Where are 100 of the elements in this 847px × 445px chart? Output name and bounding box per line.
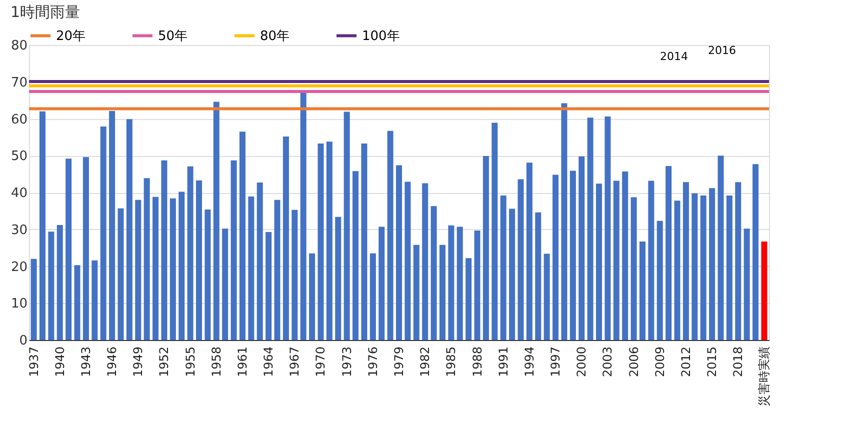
bar — [656, 220, 663, 340]
bar — [613, 180, 620, 340]
x-tick-label: 2003 — [600, 346, 615, 378]
bar — [48, 232, 54, 340]
x-tick-label: 2006 — [626, 346, 641, 378]
bar — [352, 171, 359, 340]
x-tick-label: 1967 — [288, 346, 302, 378]
bar — [309, 253, 316, 340]
bar — [552, 174, 559, 340]
bar — [692, 193, 698, 340]
x-tick-label: 1937 — [26, 346, 41, 378]
bar — [326, 142, 332, 340]
x-tick-label: 2000 — [574, 346, 589, 378]
bar — [448, 225, 454, 340]
y-tick-label: 60 — [10, 112, 28, 128]
x-tick-label: 災害時実績 — [757, 346, 772, 406]
bar — [526, 162, 532, 340]
x-tick-label: 1976 — [366, 346, 380, 378]
bar — [482, 156, 489, 340]
bar — [718, 156, 724, 340]
bar — [518, 179, 524, 340]
annotation: 2016 — [708, 44, 736, 57]
bar — [370, 253, 376, 340]
bar — [248, 196, 254, 340]
bar — [622, 171, 628, 340]
bar — [118, 208, 124, 340]
bar — [466, 258, 472, 340]
y-tick-label: 50 — [10, 149, 28, 164]
bar — [674, 200, 680, 340]
x-tick-label: 1949 — [131, 346, 146, 378]
bar — [474, 230, 480, 340]
x-tick-label: 1961 — [235, 346, 250, 378]
bar — [230, 160, 237, 340]
bar — [187, 166, 194, 340]
x-tick-label: 1970 — [314, 346, 328, 378]
bar — [266, 232, 272, 340]
bar — [74, 265, 80, 340]
bar — [561, 103, 568, 340]
bar — [666, 166, 672, 340]
bar — [300, 92, 306, 340]
bar — [204, 209, 211, 340]
x-tick-label: 1979 — [392, 346, 406, 378]
bar — [430, 206, 437, 340]
bar — [30, 258, 37, 340]
bar — [292, 210, 298, 340]
legend-label: 20年 — [56, 28, 86, 44]
bar — [66, 158, 72, 340]
x-tick-label: 2015 — [705, 346, 720, 378]
x-tick-label: 1991 — [496, 346, 510, 378]
y-tick-label: 40 — [10, 186, 28, 201]
bar — [422, 183, 428, 340]
y-tick-label: 70 — [10, 75, 28, 90]
bar — [344, 112, 350, 340]
y-tick-label: 10 — [10, 296, 28, 312]
bar — [700, 195, 706, 340]
y-tick-label: 20 — [10, 260, 28, 275]
bar — [256, 182, 263, 340]
x-tick-label: 2018 — [731, 346, 746, 378]
bar — [639, 242, 646, 340]
x-tick-label: 1973 — [340, 346, 354, 378]
bar — [604, 116, 611, 340]
y-tick-label: 80 — [10, 38, 28, 54]
bar — [100, 126, 106, 340]
x-tick-label: 1955 — [183, 346, 198, 378]
bar — [404, 182, 411, 340]
bar — [213, 102, 220, 340]
x-tick-label: 2012 — [678, 346, 693, 378]
x-tick-label: 1958 — [209, 346, 224, 378]
x-tick-label: 1964 — [262, 346, 276, 378]
bar — [161, 160, 168, 340]
bar — [570, 170, 576, 340]
bar — [39, 111, 46, 340]
bar — [378, 226, 385, 340]
bar — [630, 197, 637, 340]
x-tick-label: 1985 — [444, 346, 458, 378]
bar — [109, 111, 116, 340]
bar — [578, 156, 585, 340]
bar — [361, 143, 368, 340]
bar — [196, 180, 202, 340]
bar — [709, 188, 716, 340]
bar — [396, 165, 402, 340]
bar — [135, 200, 142, 340]
legend-label: 50年 — [158, 28, 188, 44]
bar — [439, 244, 446, 340]
x-tick-label: 1982 — [418, 346, 432, 378]
bar — [318, 143, 324, 340]
bar — [492, 122, 498, 340]
bar — [282, 136, 289, 340]
bar — [587, 118, 594, 340]
bar — [126, 119, 132, 340]
bar — [544, 254, 550, 340]
x-tick-label: 1988 — [470, 346, 484, 378]
x-tick-label: 2009 — [652, 346, 667, 378]
x-tick-label: 1946 — [105, 346, 120, 378]
bar — [456, 226, 463, 340]
y-tick-label: 0 — [19, 334, 28, 348]
bar — [761, 242, 768, 340]
chart-title: 1時間雨量 — [10, 3, 80, 21]
bar — [144, 178, 150, 340]
bar — [413, 244, 420, 340]
